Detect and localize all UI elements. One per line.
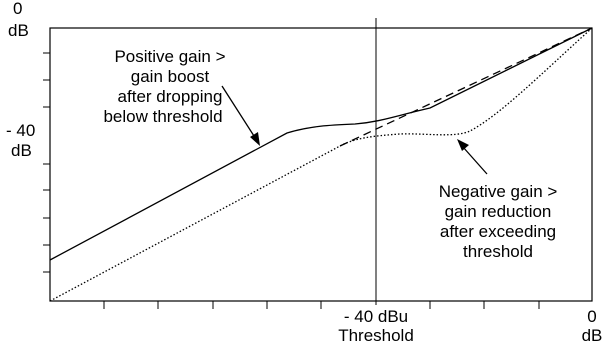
y-axis-ticks xyxy=(43,52,50,273)
x-threshold-label: Threshold xyxy=(338,326,414,345)
y-top-value: 0 xyxy=(13,0,22,18)
negative-annotation-line: gain reduction xyxy=(445,202,552,221)
unity-line xyxy=(339,27,593,147)
negative-gain-curve xyxy=(49,27,593,302)
positive-gain-curve xyxy=(49,27,593,261)
y-mid-unit: dB xyxy=(11,141,32,160)
positive-annotation-line: below threshold xyxy=(103,107,222,126)
x-axis-ticks xyxy=(103,301,540,309)
positive-annotation-arrow xyxy=(221,85,260,146)
negative-annotation: Negative gain > gain reduction after exc… xyxy=(439,182,558,261)
negative-annotation-line: after exceeding xyxy=(440,222,556,241)
negative-annotation-line: threshold xyxy=(463,242,533,261)
y-mid-value: - 40 xyxy=(6,121,35,140)
x-threshold-value: - 40 dBu xyxy=(344,307,408,326)
x-right-unit: dB xyxy=(582,326,603,345)
positive-annotation-line: gain boost xyxy=(131,67,210,86)
positive-annotation-line: Positive gain > xyxy=(114,47,225,66)
negative-annotation-line: Negative gain > xyxy=(439,182,558,201)
y-top-unit: dB xyxy=(8,21,29,40)
negative-annotation-arrow xyxy=(457,139,488,175)
x-right-value: 0 xyxy=(587,307,596,326)
positive-annotation: Positive gain > gain boost after droppin… xyxy=(103,47,225,126)
positive-annotation-line: after dropping xyxy=(118,87,223,106)
